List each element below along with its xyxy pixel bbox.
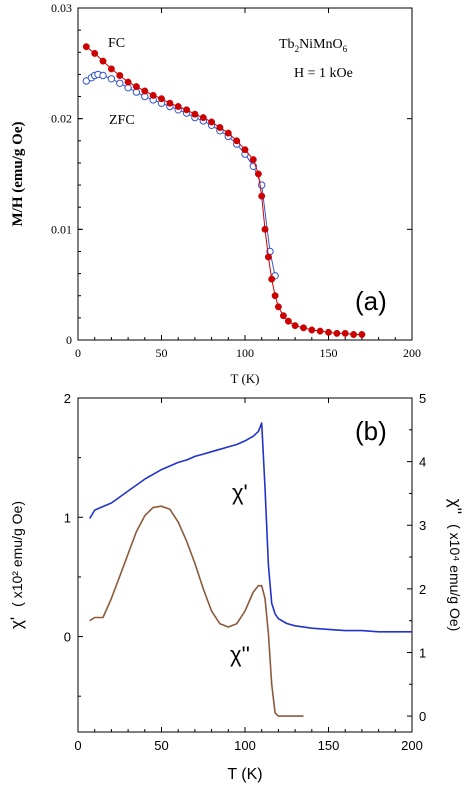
panel-a-y-tick-label: 0 bbox=[66, 333, 72, 347]
panel-b-left-y-tick-label: 0 bbox=[64, 630, 71, 645]
panel-b-right-y-tick-label: 2 bbox=[419, 582, 426, 597]
panel-a-y-axis-label: M/H (emu/g Oe) bbox=[10, 122, 26, 227]
panel-b-right-y-tick-label: 0 bbox=[419, 709, 426, 724]
data-point-fc bbox=[174, 103, 182, 110]
data-point-zfc bbox=[116, 79, 124, 88]
data-point-fc bbox=[350, 331, 358, 338]
svg-text:χ''( x10⁴ emu/g Oe): χ'' ( x10⁴ emu/g Oe) bbox=[446, 499, 465, 632]
panel-b-left-y-ticks: 0 1 2 bbox=[64, 391, 83, 697]
panel-b-right-y-tick-label: 4 bbox=[419, 455, 426, 470]
data-point-fc bbox=[116, 72, 124, 79]
panel-a-chart: 0 50 100 150 200 0 0.01 0.02 0.03 T (K) M/H (em… bbox=[10, 1, 421, 386]
data-point-fc bbox=[284, 317, 292, 325]
panel-a-x-tick-label: 100 bbox=[236, 346, 254, 360]
data-point-fc bbox=[149, 91, 157, 99]
panel-a-y-tick-label: 0.01 bbox=[51, 222, 72, 236]
data-point-zfc bbox=[99, 71, 107, 80]
field-annotation: H = 1 kOe bbox=[294, 66, 353, 81]
panel-b-right-y-tick-label: 1 bbox=[419, 645, 426, 660]
data-point-fc bbox=[316, 327, 324, 335]
panel-b-x-ticks: 0 50 100 150 200 bbox=[74, 398, 423, 753]
chi-double-prime-axis-symbol: χ'' bbox=[446, 499, 465, 514]
panel-b-right-y-ticks: 0 1 2 3 4 5 bbox=[407, 391, 426, 724]
chi-prime-line bbox=[89, 422, 412, 633]
data-point-fc bbox=[241, 146, 249, 154]
legend-label-zfc: ZFC bbox=[109, 113, 135, 128]
panel-a-x-axis-label: T (K) bbox=[230, 371, 259, 386]
panel-b-x-tick-label: 150 bbox=[318, 738, 340, 753]
legend-label-fc: FC bbox=[108, 36, 125, 51]
panel-b-label: (b) bbox=[355, 416, 387, 446]
data-point-fc bbox=[300, 324, 307, 332]
chi-double-prime-axis-unit: ( x10⁴ emu/g Oe) bbox=[447, 524, 463, 631]
panel-b-series bbox=[89, 422, 412, 717]
panel-a-y-tick-label: 0.02 bbox=[51, 112, 72, 126]
panel-a-y-ticks: 0 0.01 0.02 0.03 bbox=[51, 1, 412, 347]
data-point-fc bbox=[208, 118, 216, 126]
panel-a-x-tick-label: 50 bbox=[156, 346, 168, 360]
data-point-fc bbox=[132, 83, 140, 91]
data-point-fc bbox=[107, 65, 115, 73]
panel-a-x-ticks: 0 50 100 150 200 bbox=[75, 8, 421, 360]
data-point-fc bbox=[82, 43, 90, 51]
panel-b-left-y-tick-label: 1 bbox=[64, 510, 71, 525]
panel-a-label: (a) bbox=[355, 286, 387, 316]
panel-b-chart: 0 50 100 150 200 0 1 2 0 1 2 3 4 5 T (K) χ' ( x10² e… bbox=[7, 391, 465, 783]
data-point-fc bbox=[264, 253, 272, 261]
data-point-fc bbox=[124, 78, 132, 86]
data-point-fc bbox=[268, 275, 276, 283]
data-point-fc bbox=[341, 329, 349, 337]
panel-a-x-tick-label: 200 bbox=[403, 346, 421, 360]
panel-b-frame bbox=[77, 397, 413, 733]
data-point-fc bbox=[291, 322, 299, 330]
data-point-fc bbox=[183, 106, 191, 114]
panel-b-x-tick-label: 200 bbox=[401, 738, 423, 753]
data-point-fc bbox=[274, 303, 282, 311]
data-point-fc bbox=[308, 326, 316, 334]
chi-prime-axis-unit: ( x10² emu/g Oe) bbox=[9, 501, 25, 607]
chi-double-prime-curve-label: χ'' bbox=[230, 642, 250, 667]
panel-a-x-tick-label: 0 bbox=[75, 346, 81, 360]
panel-a-y-tick-label: 0.03 bbox=[51, 1, 72, 15]
panel-a-x-tick-label: 150 bbox=[320, 346, 338, 360]
chi-prime-curve-label: χ' bbox=[232, 480, 248, 505]
data-point-fc bbox=[261, 225, 269, 233]
data-point-fc bbox=[358, 331, 366, 338]
panel-b-x-tick-label: 100 bbox=[234, 738, 256, 753]
data-point-fc bbox=[199, 114, 207, 122]
panel-b-x-tick-label: 50 bbox=[154, 738, 168, 753]
panel-b-right-y-tick-label: 3 bbox=[419, 518, 426, 533]
chi-prime-axis-symbol: χ' bbox=[7, 617, 26, 629]
data-point-zfc bbox=[82, 77, 91, 85]
data-point-fc bbox=[258, 192, 266, 200]
data-point-fc bbox=[271, 292, 279, 300]
data-point-fc bbox=[141, 87, 149, 95]
data-point-fc bbox=[254, 170, 262, 178]
data-point-fc bbox=[216, 124, 224, 131]
panel-b-x-axis-label: T (K) bbox=[227, 766, 262, 783]
data-point-fc bbox=[325, 328, 332, 336]
chi-double-prime-line bbox=[89, 505, 304, 717]
panel-b-left-y-axis-label: χ' ( x10² emu/g Oe) bbox=[7, 501, 26, 629]
panel-a-series bbox=[82, 43, 366, 338]
data-point-fc bbox=[158, 95, 165, 103]
data-point-fc bbox=[191, 110, 199, 118]
compound-formula: Tb2NiMnO6 bbox=[279, 37, 348, 54]
data-point-fc bbox=[224, 129, 232, 137]
data-point-fc bbox=[333, 329, 341, 337]
data-point-fc bbox=[233, 137, 241, 145]
panel-b-right-y-axis-label: χ'' ( x10⁴ emu/g Oe) bbox=[446, 499, 465, 632]
panel-b-right-y-tick-label: 5 bbox=[419, 391, 426, 406]
data-point-fc bbox=[91, 49, 99, 57]
data-point-zfc bbox=[107, 75, 116, 83]
svg-text:χ'( x10² emu/g Oe): χ' ( x10² emu/g Oe) bbox=[7, 501, 26, 629]
data-point-fc bbox=[249, 156, 257, 164]
data-point-fc bbox=[279, 312, 287, 320]
data-point-fc bbox=[166, 99, 174, 107]
panel-b-left-y-tick-label: 2 bbox=[64, 391, 71, 406]
panel-b-x-tick-label: 0 bbox=[74, 738, 81, 753]
data-point-fc bbox=[99, 57, 107, 65]
